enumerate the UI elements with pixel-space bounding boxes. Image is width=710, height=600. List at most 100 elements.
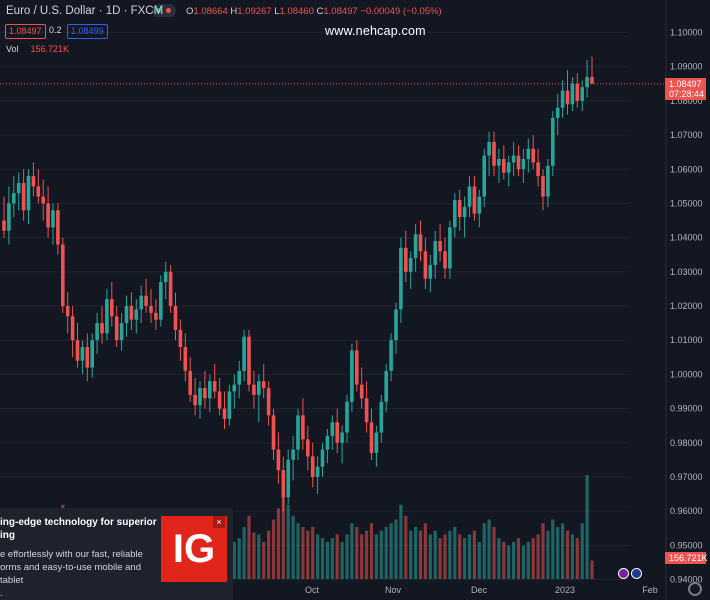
volume-bar [389,523,393,579]
volume-bar [355,527,359,579]
volume-bar [458,534,462,579]
candle-body [296,415,300,450]
ig-logo[interactable]: IG [161,516,227,582]
candle-body [203,388,207,399]
volume-bar [556,527,560,579]
candle-body [310,456,315,477]
candle-body [80,347,85,361]
candle-body [536,162,540,177]
candle-body [399,247,403,310]
volume-bar [291,515,295,579]
volume-bar [512,541,516,579]
y-tick-label: 1.02000 [670,301,703,311]
candle-body [301,415,305,440]
volume-bar [448,530,452,579]
sell-button[interactable]: 1.08497 [5,24,46,39]
volume-bar [428,534,432,579]
y-tick-label: 1.07000 [670,130,703,140]
candle-body [565,90,570,105]
candle-body [271,415,276,450]
volume-bar [320,538,325,579]
candle-body [374,432,379,454]
buy-button[interactable]: 1.08499 [67,24,108,39]
candle-body [472,186,477,214]
price-axis: 1.10000 1.09000 1.08000 1.07000 1.06000 1.050… [665,0,703,600]
status-indicator[interactable] [152,4,176,17]
x-tick-label: Feb [642,585,658,595]
candle-body [315,466,320,477]
ad-banner[interactable]: ing-edge technology for superior ing e e… [0,508,233,600]
candle-body [555,107,560,118]
candle-body [208,381,212,399]
candle-body [266,388,271,416]
candle-body [575,83,580,101]
volume-bar [276,508,280,579]
candle-body [212,381,217,392]
volume-bar [561,523,565,579]
volume-bar [418,530,423,579]
volume-bar [281,497,285,579]
candle-body [359,384,364,399]
candle-body [139,295,143,310]
candle-body [497,158,501,166]
y-tick-label: 1.08000 [670,96,703,106]
candle-body [511,155,516,163]
volume-bar [570,534,574,579]
volume-tag: 156.721K [665,552,708,564]
event-markers[interactable] [618,566,644,584]
flag-icon[interactable] [631,568,642,579]
volume-bar [590,560,594,579]
candle-body [320,449,325,467]
grid-lines [0,32,628,580]
volume-bar [252,532,256,579]
candle-body [526,148,531,159]
candle-body [110,299,114,317]
spread-value: 0.2 [49,25,62,35]
candle-body [222,408,227,419]
volume-bar [526,541,530,579]
lightning-icon[interactable] [618,568,629,579]
volume-bar [536,534,540,579]
candle-body [531,148,535,163]
candle-body [65,306,70,317]
volume-legend: Vol 156.721K [6,44,69,54]
candles [0,56,666,512]
candle-body [462,206,467,218]
candle-body [261,381,266,389]
candle-body [560,90,565,108]
candle-body [413,234,418,259]
candle-body [453,200,457,228]
y-tick-label: 1.04000 [670,233,703,243]
candle-body [7,203,11,231]
close-icon[interactable]: × [213,516,225,528]
volume-bar [546,530,550,579]
candle-body [41,196,45,204]
candle-body [580,87,584,101]
candle-body [345,401,349,433]
symbol-title[interactable]: Euro / U.S. Dollar · 1D · FXCM [6,5,164,17]
x-tick-label: Dec [471,585,488,595]
volume-bar [384,527,388,579]
candle-body [516,155,521,170]
candle-body [521,158,526,170]
candle-body [350,350,354,402]
candle-body [335,422,339,443]
ohlc-values: O1.08664 H1.09267 L1.08460 C1.08497 −0.0… [186,6,442,17]
volume-bar [394,519,398,579]
candle-body [408,258,413,272]
volume-bar [502,541,506,579]
candle-body [467,186,472,207]
candle-body [85,347,90,368]
y-tick-label: 1.10000 [670,28,703,38]
candle-body [433,241,437,265]
candle-body [541,176,545,197]
candle-body [340,432,344,443]
candle-body [257,381,261,395]
close-value: 1.08497 [323,6,358,17]
gear-icon[interactable] [688,582,702,596]
candle-body [16,182,21,194]
volume-bar [541,523,545,579]
candle-body [119,323,124,341]
volume-bar [477,541,481,579]
open-value: 1.08664 [193,6,228,17]
